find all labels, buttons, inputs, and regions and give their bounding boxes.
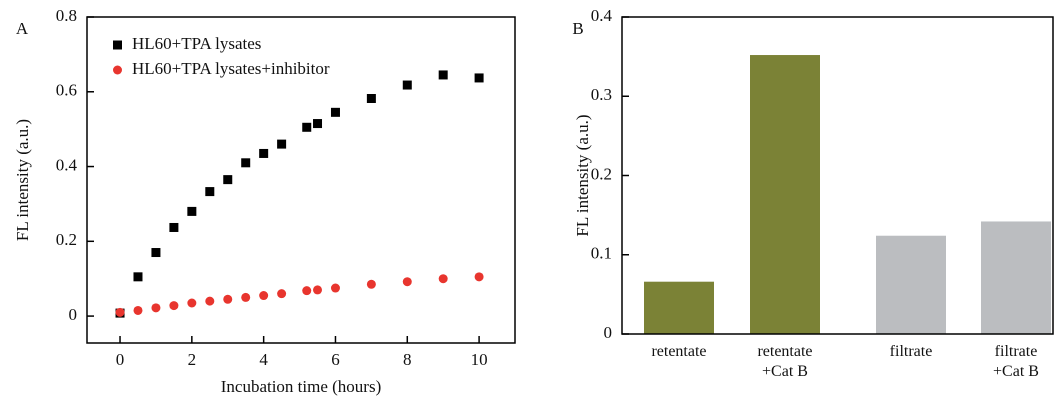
bar bbox=[981, 221, 1051, 334]
x-tick-label: 0 bbox=[116, 350, 125, 369]
point bbox=[402, 277, 412, 287]
y-tick-label: 0.3 bbox=[591, 85, 612, 104]
point bbox=[438, 70, 448, 80]
point bbox=[330, 283, 340, 293]
point bbox=[133, 272, 143, 282]
point bbox=[302, 286, 312, 296]
point bbox=[169, 301, 179, 311]
point bbox=[223, 175, 233, 185]
x-tick-label: filtrate bbox=[889, 343, 933, 360]
point bbox=[330, 107, 340, 117]
point bbox=[169, 222, 179, 232]
x-tick-label: 4 bbox=[259, 350, 268, 369]
point bbox=[151, 248, 161, 258]
x-tick-label: 10 bbox=[471, 350, 488, 369]
y-axis-label: FL intensity (a.u.) bbox=[13, 119, 32, 241]
point bbox=[151, 303, 161, 313]
point bbox=[366, 279, 376, 289]
point bbox=[205, 296, 215, 306]
y-tick-label: 0.8 bbox=[56, 6, 77, 25]
y-tick-label: 0.4 bbox=[56, 155, 78, 174]
y-tick-label: 0 bbox=[69, 305, 78, 324]
point bbox=[474, 73, 484, 83]
x-tick-label: retentate +Cat B bbox=[757, 343, 813, 380]
panel-label: B bbox=[572, 19, 583, 38]
panel-label: A bbox=[16, 19, 29, 38]
plot-frame bbox=[621, 16, 1054, 335]
point bbox=[277, 139, 287, 149]
y-tick-label: 0.2 bbox=[56, 230, 77, 249]
point bbox=[241, 292, 251, 302]
point bbox=[241, 158, 251, 168]
y-tick-label: 0.2 bbox=[591, 164, 612, 183]
point bbox=[115, 307, 125, 317]
bar bbox=[750, 55, 820, 334]
bar bbox=[876, 235, 946, 334]
point bbox=[187, 206, 197, 216]
x-tick-label: filtrate +Cat B bbox=[993, 343, 1039, 380]
point bbox=[205, 187, 215, 197]
point bbox=[402, 80, 412, 90]
point bbox=[366, 94, 376, 103]
y-tick-label: 0.6 bbox=[56, 81, 77, 100]
point bbox=[474, 272, 484, 282]
point bbox=[313, 119, 323, 129]
bar bbox=[644, 281, 714, 334]
legend-label: HL60+TPA lysates+inhibitor bbox=[132, 59, 330, 78]
legend-marker bbox=[113, 40, 122, 50]
x-tick-label: retentate bbox=[651, 343, 707, 360]
point bbox=[223, 294, 233, 304]
x-tick-label: 2 bbox=[188, 350, 197, 369]
legend-label: HL60+TPA lysates bbox=[132, 34, 261, 53]
point bbox=[438, 274, 448, 284]
point bbox=[313, 285, 323, 295]
y-tick-label: 0.1 bbox=[591, 244, 612, 263]
x-axis-label: Incubation time (hours) bbox=[221, 377, 382, 396]
x-tick-label: 8 bbox=[403, 350, 412, 369]
plot-frame bbox=[86, 16, 516, 344]
y-tick-label: 0.4 bbox=[591, 6, 613, 25]
point bbox=[259, 148, 269, 158]
point bbox=[187, 298, 197, 308]
point bbox=[302, 122, 312, 132]
y-tick-label: 0 bbox=[604, 323, 613, 342]
y-axis-label: FL intensity (a.u.) bbox=[573, 114, 592, 236]
point bbox=[259, 291, 269, 301]
legend-marker bbox=[113, 65, 122, 75]
point bbox=[277, 289, 287, 299]
x-tick-label: 6 bbox=[331, 350, 340, 369]
point bbox=[133, 305, 143, 315]
